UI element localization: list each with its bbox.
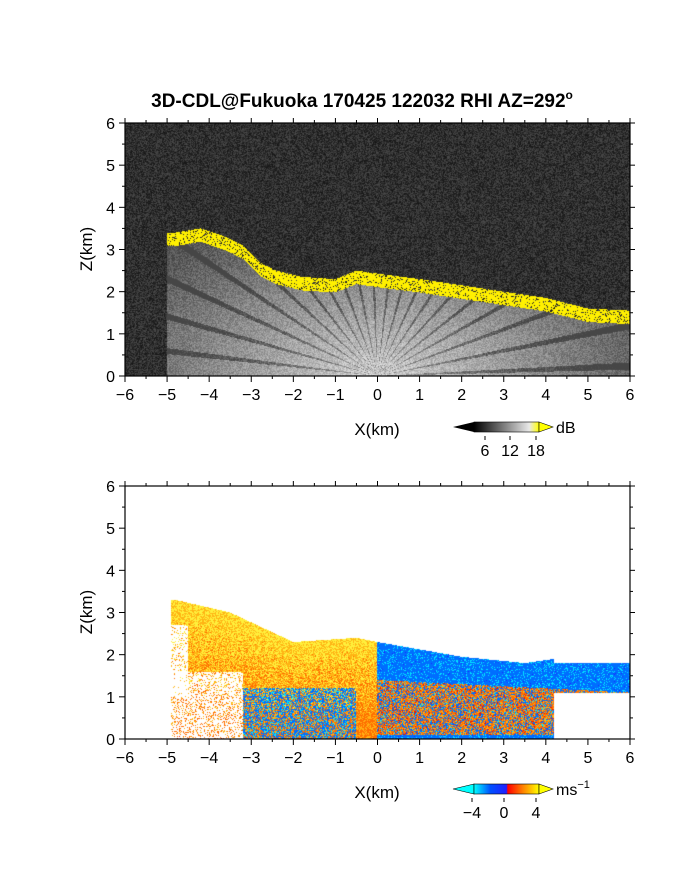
- velocity-xtick-label: 2: [457, 750, 466, 767]
- velocity-ylabel: Z(km): [77, 590, 96, 634]
- backscatter-colorbar: 6 12 18 dB: [453, 420, 576, 460]
- velocity-xtick-label: −3: [242, 750, 260, 767]
- velocity-xtick-label: 1: [415, 750, 424, 767]
- colorbar-low-arrow: [452, 783, 475, 795]
- backscatter-xtick-label: −1: [326, 387, 344, 404]
- backscatter-ytick-label: 5: [106, 158, 115, 175]
- backscatter-xtick-label: −3: [242, 387, 260, 404]
- velocity-xtick-label: 5: [583, 750, 592, 767]
- colorbar-bar: [473, 783, 540, 795]
- backscatter-xtick-label: 0: [373, 387, 382, 404]
- backscatter-colorbar-tick-label: 18: [527, 443, 545, 460]
- backscatter-xtick-label: −5: [158, 387, 176, 404]
- velocity-xtick-label: −1: [326, 750, 344, 767]
- velocity-ytick-label: 6: [106, 479, 115, 496]
- velocity-xtick-label: 3: [499, 750, 508, 767]
- chart-title: 3D-CDL@Fukuoka 170425 122032 RHI AZ=292o: [151, 88, 573, 112]
- backscatter-xtick-label: 4: [541, 387, 550, 404]
- backscatter-xtick-label: 2: [457, 387, 466, 404]
- velocity-colorbar: −4 0 4 ms−1: [452, 779, 590, 822]
- backscatter-ytick-label: 2: [106, 285, 115, 302]
- backscatter-axis-ticks: −6 −5 −4 −3 −2 −1 0 1 2 3 4 5 6 0 1 2 3 4 5 6: [106, 116, 635, 404]
- colorbar-high-arrow: [538, 421, 554, 433]
- velocity-axis-ticks: −6 −5 −4 −3 −2 −1 0 1 2 3 4 5 6 0 1 2 3 4 5 6: [106, 479, 635, 767]
- velocity-ytick-label: 2: [106, 648, 115, 665]
- backscatter-ylabel: Z(km): [77, 227, 96, 271]
- backscatter-xtick-label: 6: [626, 387, 635, 404]
- velocity-xlabel: X(km): [354, 783, 399, 802]
- velocity-xtick-label: −5: [158, 750, 176, 767]
- backscatter-ytick-label: 4: [106, 200, 115, 217]
- colorbar-bar: [473, 421, 540, 433]
- backscatter-ytick-label: 6: [106, 116, 115, 133]
- colorbar-unit: dB: [556, 420, 576, 437]
- velocity-ytick-label: 5: [106, 521, 115, 538]
- backscatter-colorbar-tick-label: 6: [481, 443, 490, 460]
- backscatter-xlabel: X(km): [354, 420, 399, 439]
- backscatter-ytick-label: 1: [106, 327, 115, 344]
- velocity-xtick-label: −4: [200, 750, 218, 767]
- colorbar-low-arrow: [453, 422, 474, 432]
- backscatter-xtick-label: −6: [116, 387, 134, 404]
- velocity-xtick-label: −2: [284, 750, 302, 767]
- velocity-ytick-label: 3: [106, 606, 115, 623]
- velocity-colorbar-tick-label: 0: [500, 805, 509, 822]
- velocity-xtick-label: 4: [541, 750, 550, 767]
- backscatter-xtick-label: 3: [499, 387, 508, 404]
- velocity-xtick-label: 6: [626, 750, 635, 767]
- backscatter-heatmap: [125, 123, 630, 376]
- backscatter-xtick-label: −2: [284, 387, 302, 404]
- colorbar-high-arrow: [538, 783, 554, 795]
- velocity-colorbar-tick-label: 4: [532, 805, 541, 822]
- velocity-ytick-label: 1: [106, 690, 115, 707]
- backscatter-xtick-label: −4: [200, 387, 218, 404]
- velocity-xtick-label: −6: [116, 750, 134, 767]
- colorbar-unit: ms−1: [556, 779, 590, 799]
- velocity-ytick-label: 0: [106, 732, 115, 749]
- backscatter-colorbar-tick-label: 12: [501, 443, 519, 460]
- backscatter-xtick-label: 1: [415, 387, 424, 404]
- velocity-heatmap: [125, 486, 630, 739]
- velocity-colorbar-tick-label: −4: [463, 805, 481, 822]
- backscatter-xtick-label: 5: [583, 387, 592, 404]
- velocity-ytick-label: 4: [106, 563, 115, 580]
- velocity-panel: −6 −5 −4 −3 −2 −1 0 1 2 3 4 5 6 0 1 2 3 4 5 6 X(km) Z(km) −…: [77, 479, 635, 822]
- backscatter-ytick-label: 0: [106, 369, 115, 386]
- backscatter-ytick-label: 3: [106, 243, 115, 260]
- velocity-xtick-label: 0: [373, 750, 382, 767]
